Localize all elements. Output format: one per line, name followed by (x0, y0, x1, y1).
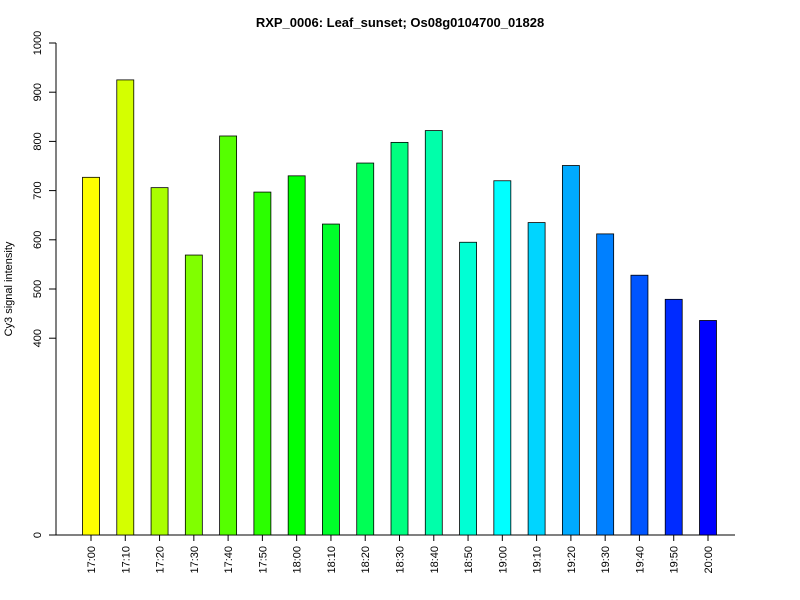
y-axis: 0 400 500 600 700 800 900 1000 (32, 31, 57, 538)
y-tick-label: 800 (32, 132, 44, 150)
bar (184, 254, 203, 536)
y-tick-label: 0 (32, 532, 44, 538)
bar (322, 223, 340, 536)
x-tick-label: 19:50 (669, 546, 681, 574)
y-tick-label: 900 (32, 83, 44, 101)
bar (356, 162, 375, 536)
x-tick-label: 17:30 (189, 546, 201, 574)
x-tick-label: 18:40 (429, 546, 441, 574)
bar (253, 191, 272, 536)
x-tick-label: 17:50 (257, 546, 269, 574)
x-axis: 17:00 17:10 17:20 17:30 17:40 17:50 18:00 18:10… (56, 534, 735, 574)
x-tick-label: 18:30 (395, 546, 407, 574)
y-tick-label: 600 (32, 231, 44, 249)
bars (82, 79, 717, 536)
x-tick-label: 19:30 (600, 546, 612, 574)
bar (287, 175, 306, 536)
x-tick-label: 18:50 (463, 546, 475, 574)
bar (219, 135, 238, 536)
x-tick-label: 18:10 (326, 546, 338, 574)
bar (630, 274, 649, 536)
y-axis-label: Cy3 signal intensity (3, 241, 15, 336)
x-tick-label: 19:00 (497, 546, 509, 574)
x-tick-label: 17:40 (223, 546, 235, 574)
chart-title: RXP_0006: Leaf_sunset; Os08g0104700_0182… (256, 15, 544, 30)
y-tick-label: 400 (32, 329, 44, 347)
bar (493, 180, 512, 536)
y-tick-label: 500 (32, 280, 44, 298)
bar (561, 165, 580, 536)
x-tick-label: 17:00 (86, 546, 98, 574)
bar (424, 130, 443, 536)
bar (699, 320, 717, 536)
bar (527, 222, 546, 536)
x-tick-label: 18:00 (292, 546, 304, 574)
x-tick-label: 20:00 (703, 546, 715, 574)
y-tick-label: 700 (32, 181, 44, 199)
x-tick-label: 18:20 (360, 546, 372, 574)
x-tick-label: 19:10 (532, 546, 544, 574)
bar (150, 187, 169, 536)
x-tick-label: 17:10 (120, 546, 132, 574)
x-tick-label: 19:20 (566, 546, 578, 574)
x-tick-label: 17:20 (155, 546, 167, 574)
bar (390, 141, 409, 536)
bar (664, 298, 683, 536)
bar (459, 241, 477, 536)
bar (82, 176, 100, 536)
bar (116, 79, 135, 536)
x-tick-label: 19:40 (634, 546, 646, 574)
y-tick-label: 1000 (32, 31, 44, 55)
bar (596, 233, 615, 536)
